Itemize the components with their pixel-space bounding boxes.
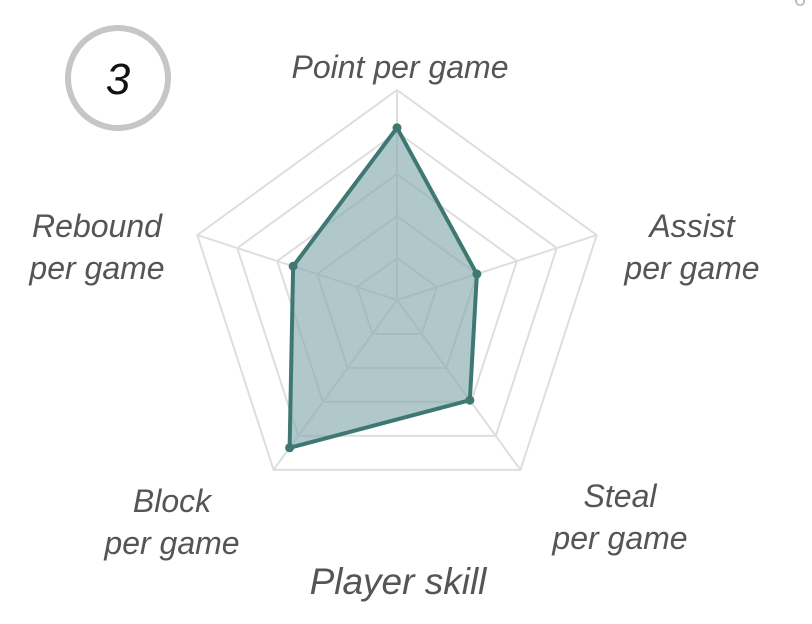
axis-label: Point per game: [291, 49, 508, 85]
axis-label-line: Assist: [647, 208, 735, 244]
data-point: [288, 261, 298, 271]
data-point: [465, 395, 475, 405]
series-area: [287, 125, 479, 450]
axis-label: Steal per game: [551, 478, 687, 556]
data-point: [472, 269, 482, 279]
badge-ring: [65, 25, 171, 131]
axis-label-line: Steal: [584, 478, 658, 514]
data-point: [285, 443, 295, 453]
axis-label-line: per game: [103, 525, 239, 561]
axis-label-line: Point per game: [291, 49, 508, 85]
number-badge: 3: [65, 25, 171, 131]
badge-number: 3: [106, 55, 131, 104]
series-points: [285, 123, 482, 453]
axis-label-line: Block: [133, 483, 213, 519]
axis-label-line: Rebound: [32, 208, 163, 244]
data-point: [392, 123, 402, 133]
axis-label: Rebound per game: [28, 208, 164, 286]
axis-labels: Point per game Assist per game Steal per gam…: [28, 49, 759, 561]
chart-title: Player skill: [310, 561, 489, 602]
grid-ring: [236, 130, 558, 437]
axis-label: Block per game: [103, 483, 239, 561]
axis-label-line: per game: [551, 520, 687, 556]
axis-label-line: per game: [28, 250, 164, 286]
corner-mark: 6: [794, 0, 806, 12]
axis-label: Assist per game: [623, 208, 759, 286]
grid-ring: [196, 88, 598, 471]
axis-label-line: per game: [623, 250, 759, 286]
